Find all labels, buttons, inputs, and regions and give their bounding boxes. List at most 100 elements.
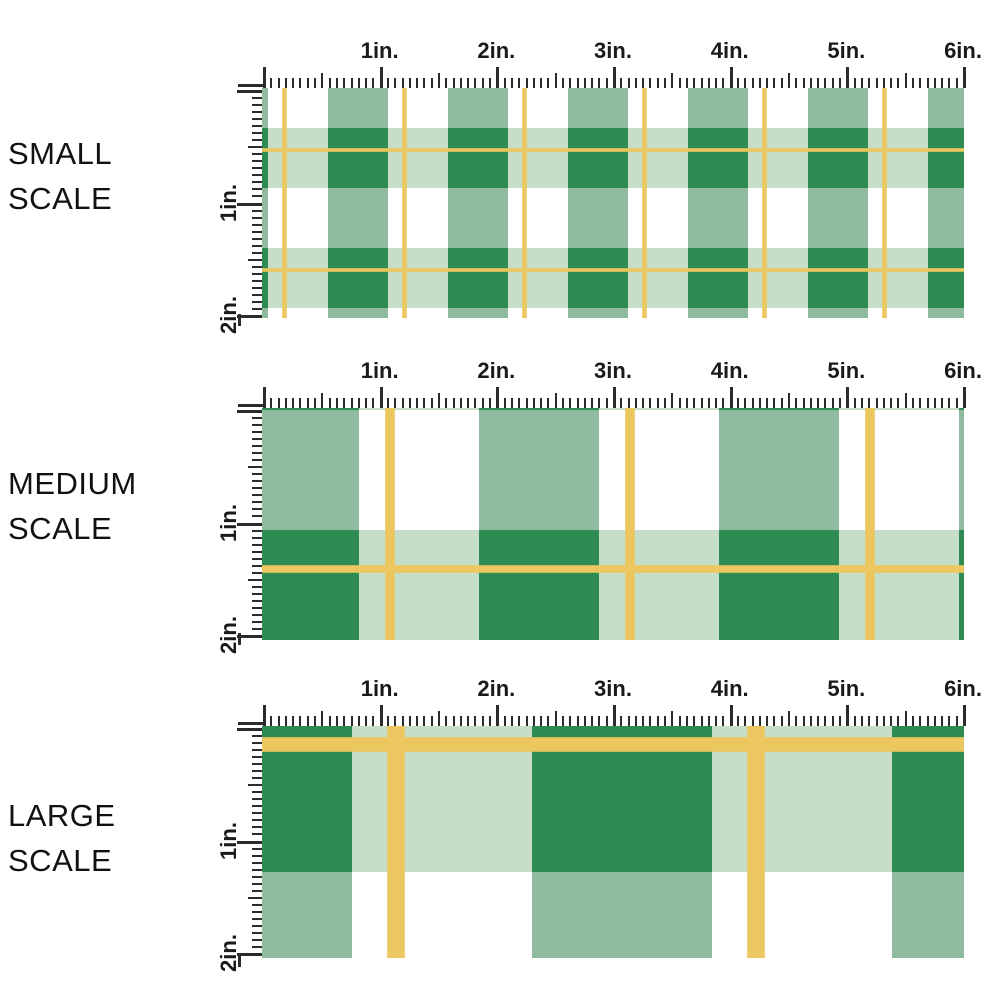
ruler-tick — [824, 78, 827, 88]
ruler-tick — [401, 78, 404, 88]
ruler-tick — [736, 398, 739, 408]
ruler-tick — [379, 387, 383, 408]
ruler-tick — [459, 78, 462, 88]
ruler-tick — [252, 620, 262, 623]
plaid-swatch-small-scale — [262, 88, 964, 318]
ruler-tick — [350, 78, 353, 88]
ruler-tick — [252, 910, 262, 913]
ruler-tick — [252, 791, 262, 794]
small-scale-label: SMALL SCALE — [8, 131, 112, 221]
ruler-tick — [252, 473, 262, 476]
ruler-tick — [252, 833, 262, 836]
ruler-tick — [299, 716, 302, 726]
ruler-tick — [237, 202, 262, 206]
ruler-tick — [583, 716, 586, 726]
ruler-tick — [540, 398, 543, 408]
ruler-tick — [532, 716, 535, 726]
ruler-tick — [252, 882, 262, 885]
ruler-tick — [252, 300, 262, 303]
ruler-tick — [554, 393, 557, 408]
ruler-tick — [237, 315, 262, 318]
small-scale-label-line2: SCALE — [8, 181, 113, 216]
ruler-tick — [372, 398, 375, 408]
ruler-tick — [379, 67, 383, 88]
ruler-tick — [252, 550, 262, 553]
horizontal-ruler-medium: 1in. 2in. 3in. 4in. 5in. 6in. — [262, 356, 982, 408]
plaid-swatch-large-scale — [262, 726, 964, 958]
ruler-tick — [656, 78, 659, 88]
ruler-tick — [423, 398, 426, 408]
ruler-tick — [252, 223, 262, 226]
ruler-tick — [751, 398, 754, 408]
ruler-tick — [722, 716, 725, 726]
ruler-tick — [605, 78, 608, 88]
ruler-tick — [547, 398, 550, 408]
ruler-tick — [642, 78, 645, 88]
ruler-tick — [252, 307, 262, 310]
ruler-tick — [868, 716, 871, 726]
ruler-tick — [576, 78, 579, 88]
ruler-tick — [824, 716, 827, 726]
ruler-tick — [357, 716, 360, 726]
ruler-tick — [919, 78, 922, 88]
ruler-tick — [252, 188, 262, 191]
ruler-tick — [237, 635, 262, 638]
ruler-tick — [642, 398, 645, 408]
ruler-tick — [252, 431, 262, 434]
ruler-tick — [569, 398, 572, 408]
ruler-tick — [773, 78, 776, 88]
ruler-tick — [693, 716, 696, 726]
ruler-tick — [292, 716, 295, 726]
ruler-tick — [438, 393, 440, 408]
ruler-tick — [252, 599, 262, 602]
ruler-tick — [445, 78, 448, 88]
ruler-tick — [252, 118, 262, 121]
ruler-tick — [252, 97, 262, 100]
ruler-tick — [386, 398, 389, 408]
ruler-tick — [955, 398, 958, 408]
ruler-tick — [911, 716, 914, 726]
ruler-tick — [467, 398, 470, 408]
ruler-tick — [613, 67, 616, 88]
ruler-tick — [591, 716, 594, 726]
ruler-tick — [474, 78, 477, 88]
ruler-tick — [605, 716, 608, 726]
ruler-tick — [620, 716, 623, 726]
ruler-tick — [252, 265, 262, 268]
ruler-tick — [561, 398, 564, 408]
ruler-tick — [882, 78, 885, 88]
ruler-tick — [263, 705, 266, 726]
ruler-tick — [252, 293, 262, 296]
ruler-tick — [853, 716, 856, 726]
ruler-end-bracket-medium — [238, 633, 241, 645]
ruler-tick — [423, 716, 426, 726]
ruler-tick — [933, 78, 936, 88]
ruler-inch-label: 3in. — [594, 676, 632, 701]
ruler-tick — [926, 78, 929, 88]
ruler-tick — [766, 78, 769, 88]
ruler-tick — [314, 716, 317, 726]
ruler-tick — [263, 387, 266, 408]
ruler-end-bracket-small — [238, 314, 241, 326]
ruler-tick — [860, 716, 863, 726]
ruler-tick — [897, 78, 900, 88]
ruler-tick — [649, 716, 652, 726]
ruler-tick — [252, 251, 262, 254]
ruler-tick — [284, 398, 287, 408]
ruler-tick — [252, 424, 262, 427]
ruler-tick — [452, 398, 455, 408]
ruler-tick — [890, 716, 893, 726]
ruler-tick — [890, 78, 893, 88]
ruler-tick — [882, 398, 885, 408]
ruler-tick — [252, 160, 262, 163]
ruler-tick — [416, 78, 419, 88]
ruler-tick — [853, 78, 856, 88]
ruler-tick — [284, 716, 287, 726]
ruler-inch-label: 1in. — [360, 38, 399, 63]
vertical-ruler-large: 1in. 2in. — [200, 726, 262, 972]
ruler-tick — [963, 705, 967, 726]
ruler-tick — [766, 716, 769, 726]
ruler-tick — [700, 716, 703, 726]
ruler-tick — [904, 711, 907, 726]
ruler-tick — [510, 716, 513, 726]
